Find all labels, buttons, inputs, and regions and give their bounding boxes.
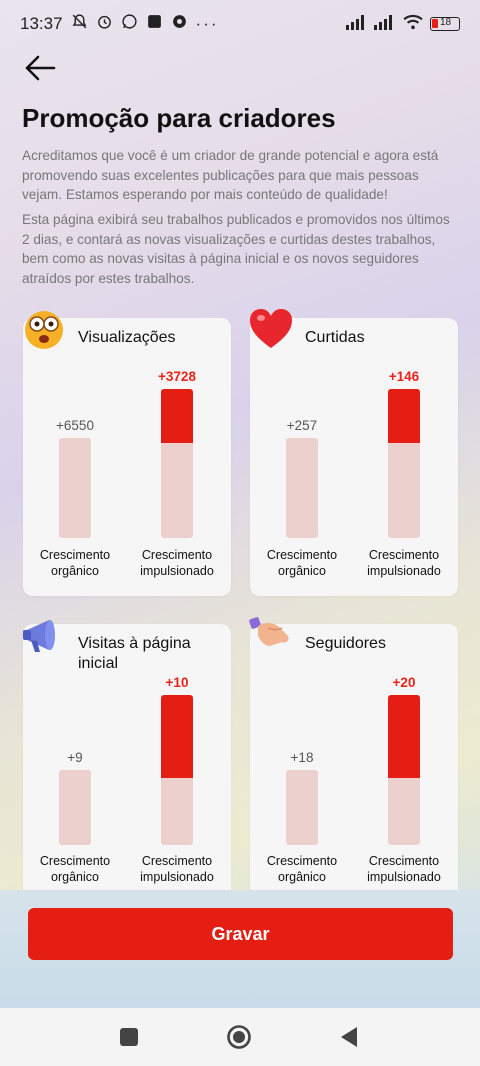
organic-bar xyxy=(286,438,318,538)
app-square-icon xyxy=(146,13,163,35)
boosted-label: Crescimento impulsionado xyxy=(140,854,214,884)
heart-icon xyxy=(248,306,294,352)
boosted-label: Crescimento impulsionado xyxy=(367,548,441,578)
intro-text: Acreditamos que você é um criador de gra… xyxy=(22,148,439,202)
boosted-bar-fill xyxy=(388,695,420,778)
organic-value: +9 xyxy=(67,750,83,765)
recents-button[interactable] xyxy=(114,1022,144,1052)
boosted-bar xyxy=(161,389,193,538)
organic-value: +6550 xyxy=(56,418,94,433)
status-time: 13:37 xyxy=(20,14,63,33)
home-button[interactable] xyxy=(224,1022,254,1052)
card-title-likes: Curtidas xyxy=(305,329,365,346)
card-views: Visualizações +6550 +3728 Crescimento or… xyxy=(23,311,231,596)
whatsapp-icon xyxy=(121,13,138,35)
organic-bar xyxy=(59,438,91,538)
signal-icon-2 xyxy=(374,14,396,35)
card-title-followers: Seguidores xyxy=(305,635,386,652)
organic-bar xyxy=(59,770,91,845)
organic-value: +18 xyxy=(290,750,314,765)
boosted-label: Crescimento impulsionado xyxy=(367,854,441,884)
boosted-bar-fill xyxy=(388,389,420,443)
status-bar: 13:37 ··· 18 xyxy=(0,0,480,48)
home-circle-icon xyxy=(227,1025,251,1049)
battery-icon: 18 xyxy=(430,17,460,31)
boosted-value: +20 xyxy=(392,675,416,690)
square-icon xyxy=(120,1028,138,1046)
handshake-icon xyxy=(248,612,294,658)
card-title-views: Visualizações xyxy=(78,329,176,346)
back-button[interactable] xyxy=(22,50,58,86)
alarm-icon xyxy=(96,13,113,35)
page-title: Promoção para criadores xyxy=(22,103,336,133)
more-notifications-icon: ··· xyxy=(195,14,219,33)
wifi-icon xyxy=(402,14,424,35)
organic-bar xyxy=(286,770,318,845)
boosted-bar-fill xyxy=(161,389,193,443)
card-likes: Curtidas +257 +146 Crescimento orgânico … xyxy=(250,309,458,596)
system-nav-bar xyxy=(0,1008,480,1066)
organic-label: Crescimento orgânico xyxy=(39,548,111,578)
shocked-face-icon xyxy=(21,306,67,352)
card-home-visits: Visitas à página inicial +9 +10 Crescime… xyxy=(23,620,231,914)
record-button[interactable]: Gravar xyxy=(28,908,453,960)
boosted-value: +3728 xyxy=(158,369,196,384)
explanation-text: Esta página exibirá seu trabalhos public… xyxy=(22,212,450,286)
card-followers: Seguidores +18 +20 Crescimento orgânico … xyxy=(249,617,458,914)
card-title-home-visits: Visitas à página inicial xyxy=(78,635,191,672)
boosted-bar-fill xyxy=(161,695,193,778)
chrome-icon xyxy=(171,13,188,35)
organic-label: Crescimento orgânico xyxy=(39,854,111,884)
triangle-back-icon xyxy=(341,1027,357,1047)
signal-icon xyxy=(346,14,368,35)
boosted-value: +146 xyxy=(388,369,420,384)
organic-label: Crescimento orgânico xyxy=(266,854,338,884)
battery-level: 18 xyxy=(440,17,452,28)
boosted-bar xyxy=(161,695,193,845)
arrow-left-icon xyxy=(25,55,56,81)
boosted-label: Crescimento impulsionado xyxy=(140,548,214,578)
organic-label: Crescimento orgânico xyxy=(266,548,338,578)
boosted-bar xyxy=(388,389,420,538)
mute-icon xyxy=(71,13,88,35)
organic-value: +257 xyxy=(286,418,318,433)
megaphone-icon xyxy=(21,612,67,658)
back-nav-button[interactable] xyxy=(334,1022,364,1052)
boosted-value: +10 xyxy=(165,675,189,690)
boosted-bar xyxy=(388,695,420,845)
